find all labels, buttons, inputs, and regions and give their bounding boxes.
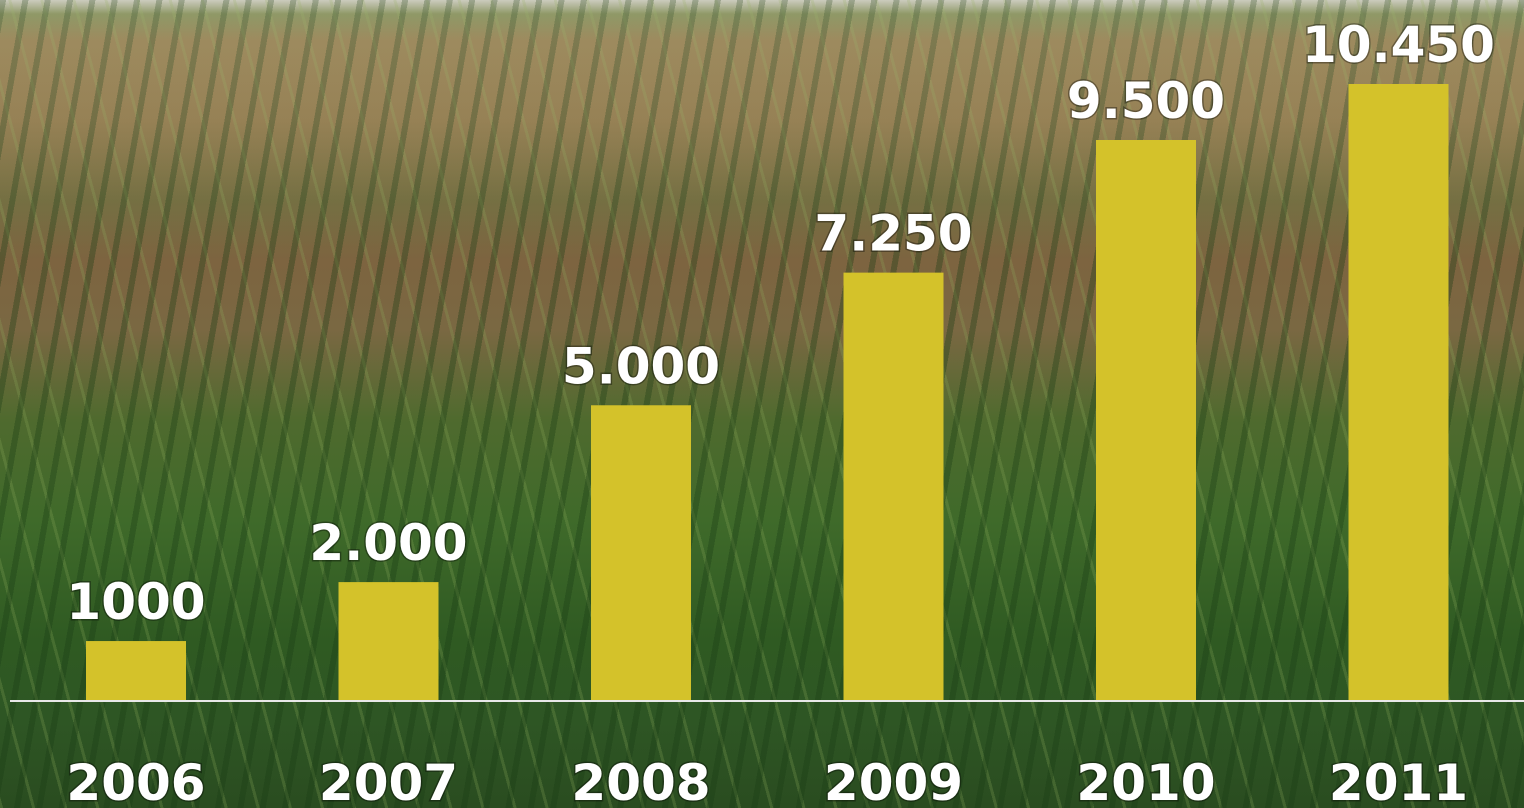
value-labels-group: 1000 2.000 5.000 7.250 9.500 10.450 bbox=[65, 15, 1497, 633]
bar-2008 bbox=[591, 405, 691, 700]
bar-2007 bbox=[338, 582, 439, 700]
x-tick-label-2010: 2010 bbox=[1076, 754, 1215, 808]
value-label-2009: 7.250 bbox=[814, 205, 972, 263]
value-label-2011: 10.450 bbox=[1302, 16, 1495, 74]
bar-2010 bbox=[1096, 140, 1196, 700]
value-label-2007: 2.000 bbox=[309, 514, 467, 572]
value-label-2006: 1000 bbox=[66, 573, 205, 631]
cornfield-background bbox=[0, 0, 1524, 260]
x-tick-label-2008: 2008 bbox=[571, 754, 710, 808]
bar-2006 bbox=[86, 641, 186, 700]
x-tick-label-2007: 2007 bbox=[319, 754, 458, 808]
x-tick-label-2006: 2006 bbox=[66, 754, 205, 808]
value-label-2010: 9.500 bbox=[1067, 72, 1225, 130]
bar-2011 bbox=[1348, 84, 1449, 700]
bars-group bbox=[86, 84, 1449, 700]
bar-2009 bbox=[843, 272, 944, 700]
x-tick-label-2009: 2009 bbox=[824, 754, 963, 808]
x-tick-labels-group: 2006 2007 2008 2009 2010 2011 bbox=[65, 753, 1470, 808]
x-tick-label-2011: 2011 bbox=[1329, 754, 1468, 808]
value-label-2008: 5.000 bbox=[562, 337, 720, 395]
